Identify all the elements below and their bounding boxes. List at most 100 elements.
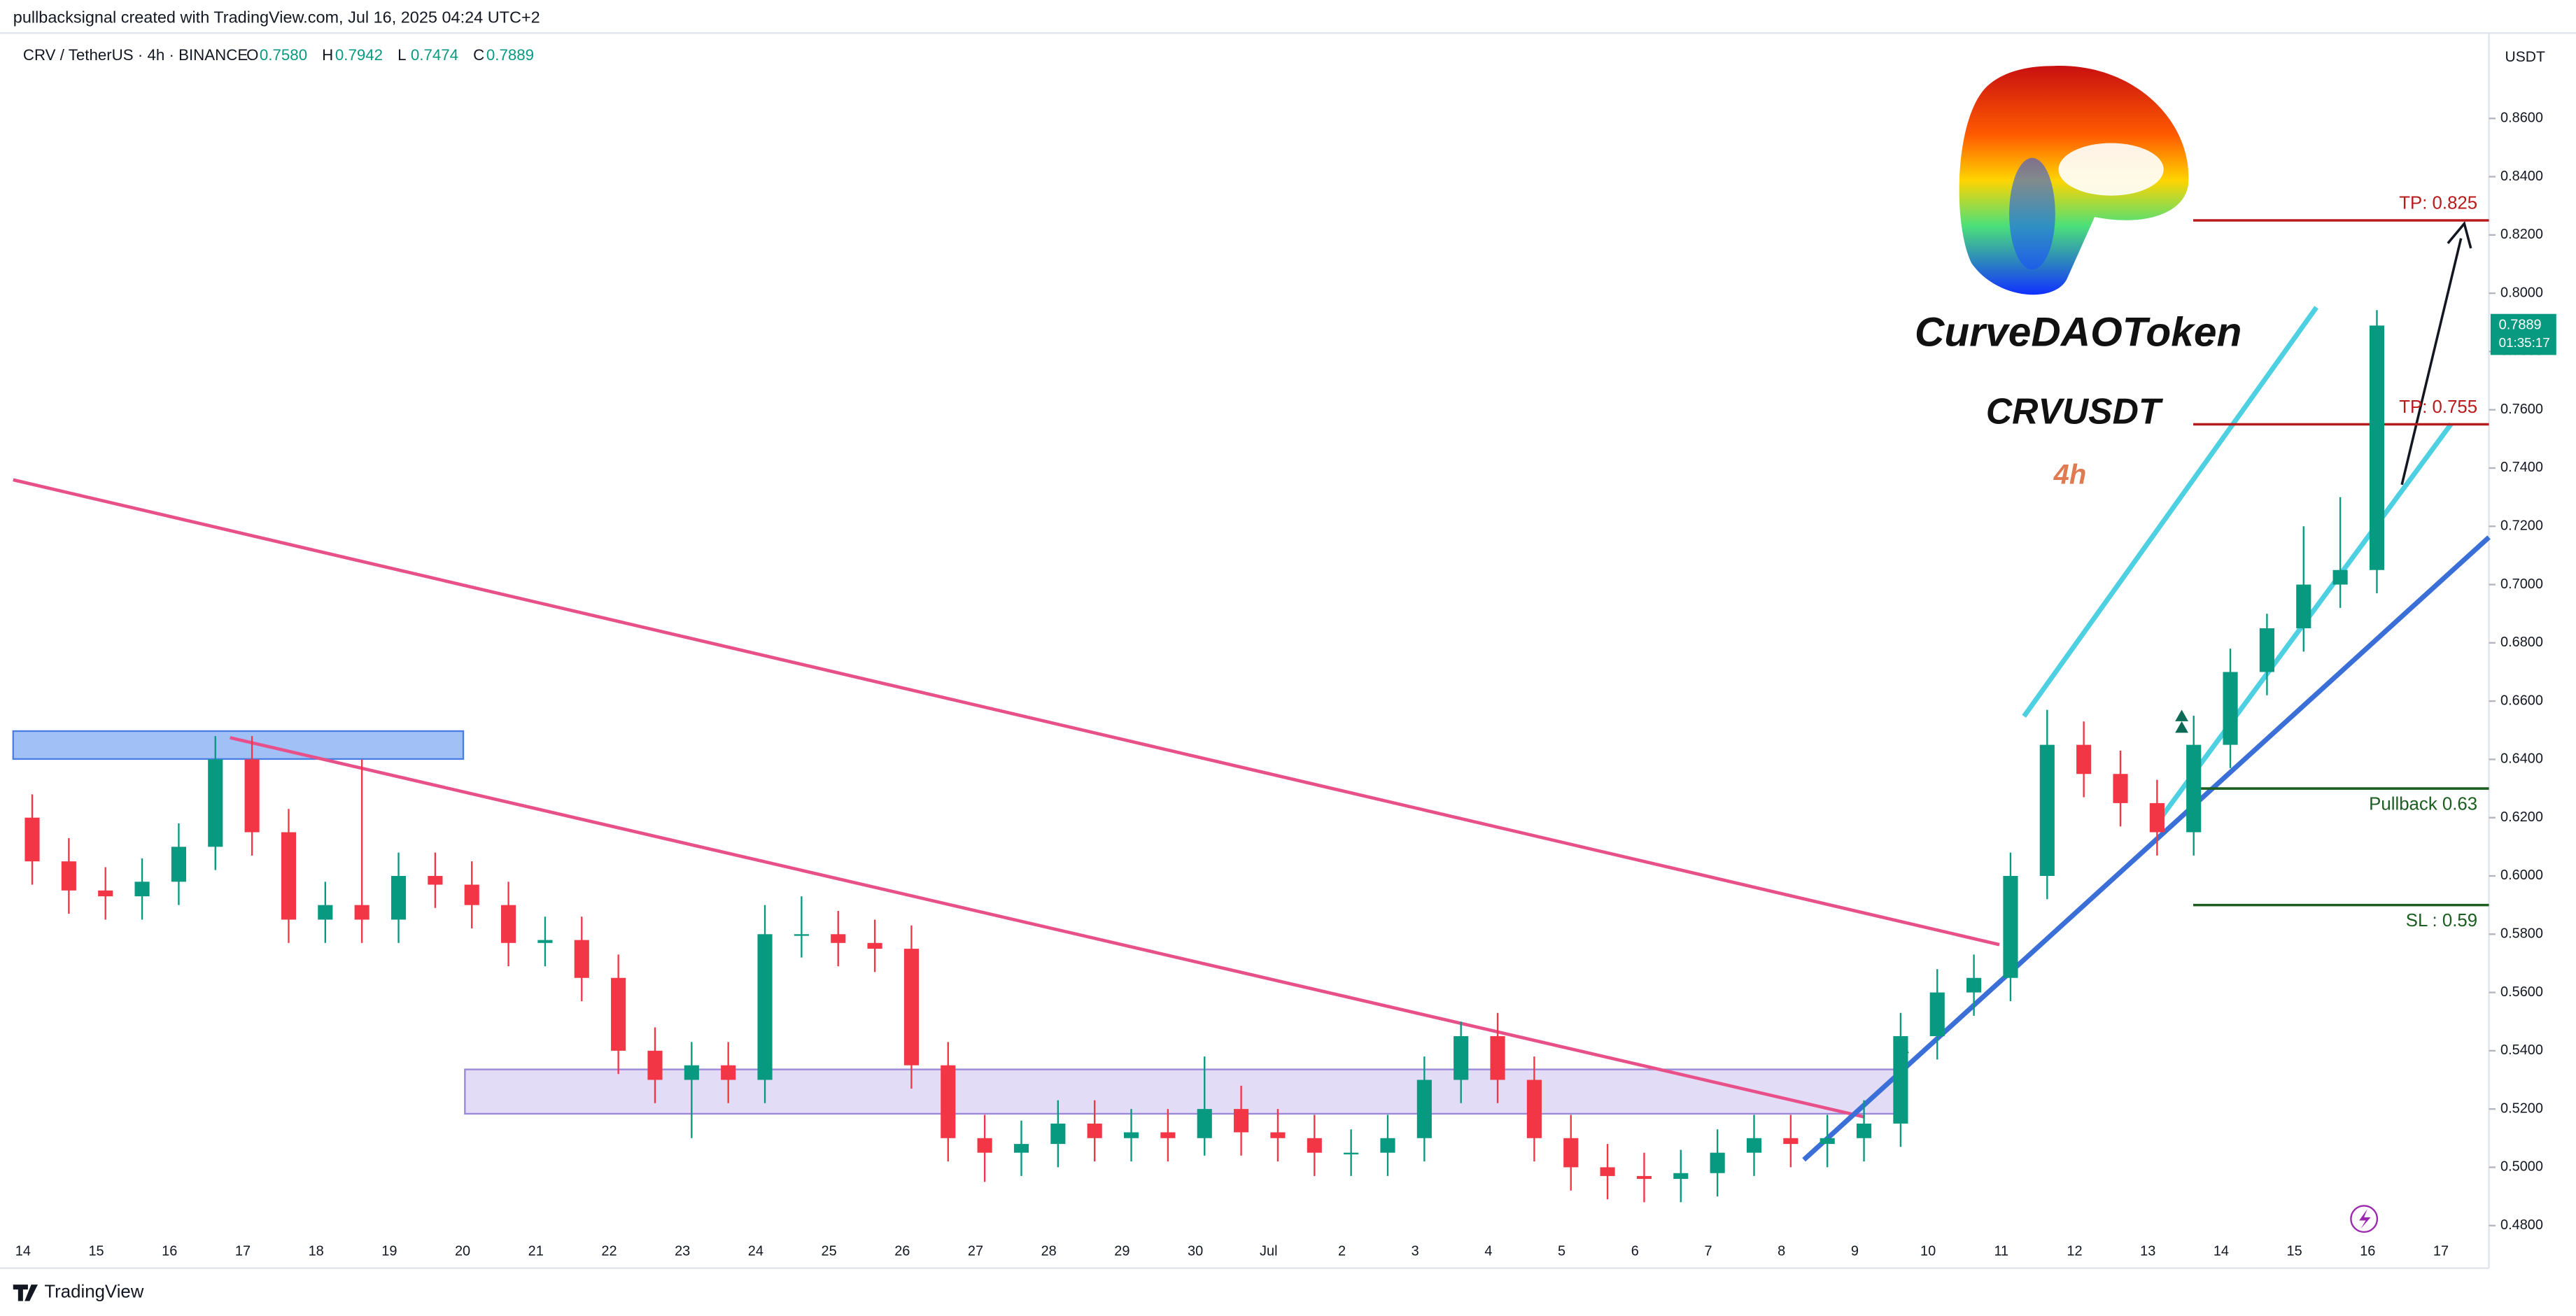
candle-body [1600, 1167, 1615, 1176]
y-tick-label: 0.5600 [2500, 984, 2543, 1000]
candle-body [208, 759, 223, 847]
alert-icon [2350, 1205, 2379, 1233]
countdown: 01:35:17 [2499, 335, 2550, 350]
candle-body [2076, 744, 2092, 774]
candle-body [61, 861, 76, 891]
arrow-head [2447, 220, 2472, 249]
candle-body [1710, 1152, 1725, 1173]
candle-body [1344, 1152, 1359, 1154]
x-tick-label: 21 [528, 1243, 544, 1259]
candle-body [1893, 1036, 1908, 1124]
x-tick-label: 26 [894, 1243, 910, 1259]
candle-body [281, 832, 297, 920]
y-tick-label: 0.6200 [2500, 809, 2543, 825]
y-tick-label: 0.6600 [2500, 693, 2543, 708]
candle-body [1783, 1138, 1799, 1145]
x-tick-label: 28 [1041, 1243, 1057, 1259]
x-tick-label: 8 [1778, 1243, 1785, 1259]
candle-body [574, 940, 589, 978]
x-tick-label: 14 [15, 1243, 31, 1259]
candle-body [2259, 628, 2274, 672]
y-tick-label: 0.5000 [2500, 1159, 2543, 1175]
candle-body [1856, 1123, 1872, 1138]
candle-body [1160, 1132, 1176, 1138]
level-label: SL : 0.59 [2406, 911, 2477, 931]
candle-body [1050, 1123, 1066, 1145]
candle-body [2332, 569, 2348, 585]
candle-body [1416, 1080, 1432, 1138]
y-tick-label: 0.5200 [2500, 1101, 2543, 1116]
x-tick-label: 16 [162, 1243, 177, 1259]
y-tick-label: 0.8200 [2500, 227, 2543, 242]
ohlc-value: 0.7580 [260, 46, 307, 64]
x-tick-label: 29 [1114, 1243, 1129, 1259]
overlay-timeframe: 4h [2053, 460, 2087, 490]
candle-body [134, 882, 150, 897]
x-tick-label: 10 [1920, 1243, 1936, 1259]
candle-body [2149, 802, 2165, 833]
x-tick-label: 25 [821, 1243, 836, 1259]
attribution: pullbacksignal created with TradingView.… [13, 8, 540, 26]
y-tick-label: 0.5400 [2500, 1042, 2543, 1058]
x-tick-label: 12 [2067, 1243, 2082, 1259]
x-tick-label: 27 [968, 1243, 983, 1259]
candle-body [867, 942, 882, 949]
x-tick-label: 23 [675, 1243, 690, 1259]
candle-body [2296, 584, 2311, 629]
ohlc-key: C [473, 46, 484, 64]
candle-body [390, 875, 407, 920]
overlay-title: CurveDAOToken [1915, 310, 2241, 355]
plot: 0.4800 0.5000 0.5200 0.5400 0.5600 0.5800 0.60… [15, 111, 2543, 1259]
alert-bolt [2359, 1209, 2371, 1229]
candle-body [244, 759, 260, 833]
axis-unit: USDT [2505, 49, 2545, 65]
overlay-pair: CRVUSDT [1986, 391, 2164, 432]
x-tick-label: Jul [1260, 1243, 1278, 1259]
symbol: CRV / TetherUS · 4h · BINANCE [23, 46, 248, 64]
ohlc-key: L [397, 46, 406, 64]
candle-body [1454, 1036, 1469, 1080]
candle-body [1966, 977, 1982, 993]
ohlc-legend: O 0.7580 H 0.7942 L 0.7474 C 0.7889 [246, 46, 534, 64]
candle-body [1307, 1138, 1322, 1153]
candle-body [647, 1050, 663, 1080]
candle-body [2369, 325, 2385, 570]
trendline [13, 478, 2000, 947]
logo [1959, 66, 2189, 295]
candle-body [1123, 1132, 1139, 1138]
candle-body [794, 934, 809, 936]
x-tick-label: 19 [381, 1243, 397, 1259]
x-tick-label: 3 [1412, 1243, 1419, 1259]
x-tick-label: 17 [2433, 1243, 2449, 1259]
y-tick-label: 0.8000 [2500, 285, 2543, 300]
last-price: 0.7889 [2499, 317, 2542, 332]
candle-body [1526, 1080, 1542, 1138]
candle-body [1746, 1138, 1762, 1153]
candle-body [1929, 992, 1945, 1037]
x-tick-label: 4 [1484, 1243, 1492, 1259]
y-tick-label: 0.6800 [2500, 635, 2543, 650]
level-label: TP: 0.825 [2399, 193, 2477, 213]
level-label: Pullback 0.63 [2369, 794, 2477, 814]
x-tick-label: 2 [1338, 1243, 1346, 1259]
ohlc-value: 0.7889 [486, 46, 534, 64]
x-tick-label: 11 [1994, 1243, 2008, 1259]
y-tick-label: 0.4800 [2500, 1217, 2543, 1233]
brand: TradingView [44, 1282, 143, 1302]
y-tick-label: 0.8400 [2500, 169, 2543, 184]
candle-body [2113, 774, 2128, 803]
x-tick-label: 30 [1188, 1243, 1203, 1259]
candle-body [903, 949, 919, 1066]
ohlc-value: 0.7942 [335, 46, 383, 64]
candle-body [501, 905, 516, 943]
resistance-zone [12, 730, 465, 760]
x-tick-label: 16 [2360, 1243, 2375, 1259]
ohlc-key: H [322, 46, 333, 64]
candle-body [24, 817, 40, 862]
candle-body [1197, 1109, 1212, 1138]
candle-body [1270, 1132, 1286, 1138]
x-tick-label: 9 [1851, 1243, 1859, 1259]
channel-line [2022, 306, 2318, 718]
y-tick-label: 0.6400 [2500, 751, 2543, 767]
